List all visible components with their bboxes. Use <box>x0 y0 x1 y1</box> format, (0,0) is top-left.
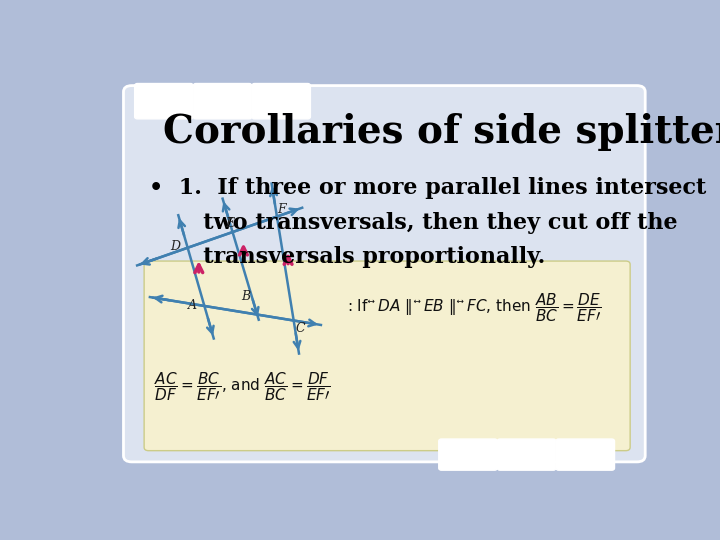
FancyBboxPatch shape <box>135 84 193 119</box>
Text: transversals proportionally.: transversals proportionally. <box>148 246 545 268</box>
Text: D: D <box>171 240 181 253</box>
FancyBboxPatch shape <box>498 439 556 470</box>
Text: $\dfrac{AC}{DF}=\dfrac{BC}{EF\prime}$, and $\dfrac{AC}{BC}=\dfrac{DF}{EF\prime}$: $\dfrac{AC}{DF}=\dfrac{BC}{EF\prime}$, a… <box>154 370 330 403</box>
Text: Corollaries of side splitter thm.: Corollaries of side splitter thm. <box>163 113 720 151</box>
Text: A: A <box>188 299 197 312</box>
Text: •  1.  If three or more parallel lines intersect: • 1. If three or more parallel lines int… <box>148 177 706 199</box>
FancyBboxPatch shape <box>556 439 615 470</box>
Text: two transversals, then they cut off the: two transversals, then they cut off the <box>148 212 678 234</box>
FancyBboxPatch shape <box>124 85 645 462</box>
Text: E: E <box>225 217 234 230</box>
FancyBboxPatch shape <box>252 84 310 119</box>
Text: B: B <box>242 290 251 303</box>
FancyBboxPatch shape <box>438 439 498 470</box>
Text: F: F <box>277 202 286 215</box>
Text: C: C <box>295 321 305 334</box>
FancyBboxPatch shape <box>144 261 630 451</box>
FancyBboxPatch shape <box>193 84 252 119</box>
Text: : If $\overleftrightarrow{DA}$ $\|$ $\overleftrightarrow{EB}$ $\|$ $\overleftrig: : If $\overleftrightarrow{DA}$ $\|$ $\ov… <box>347 292 601 324</box>
